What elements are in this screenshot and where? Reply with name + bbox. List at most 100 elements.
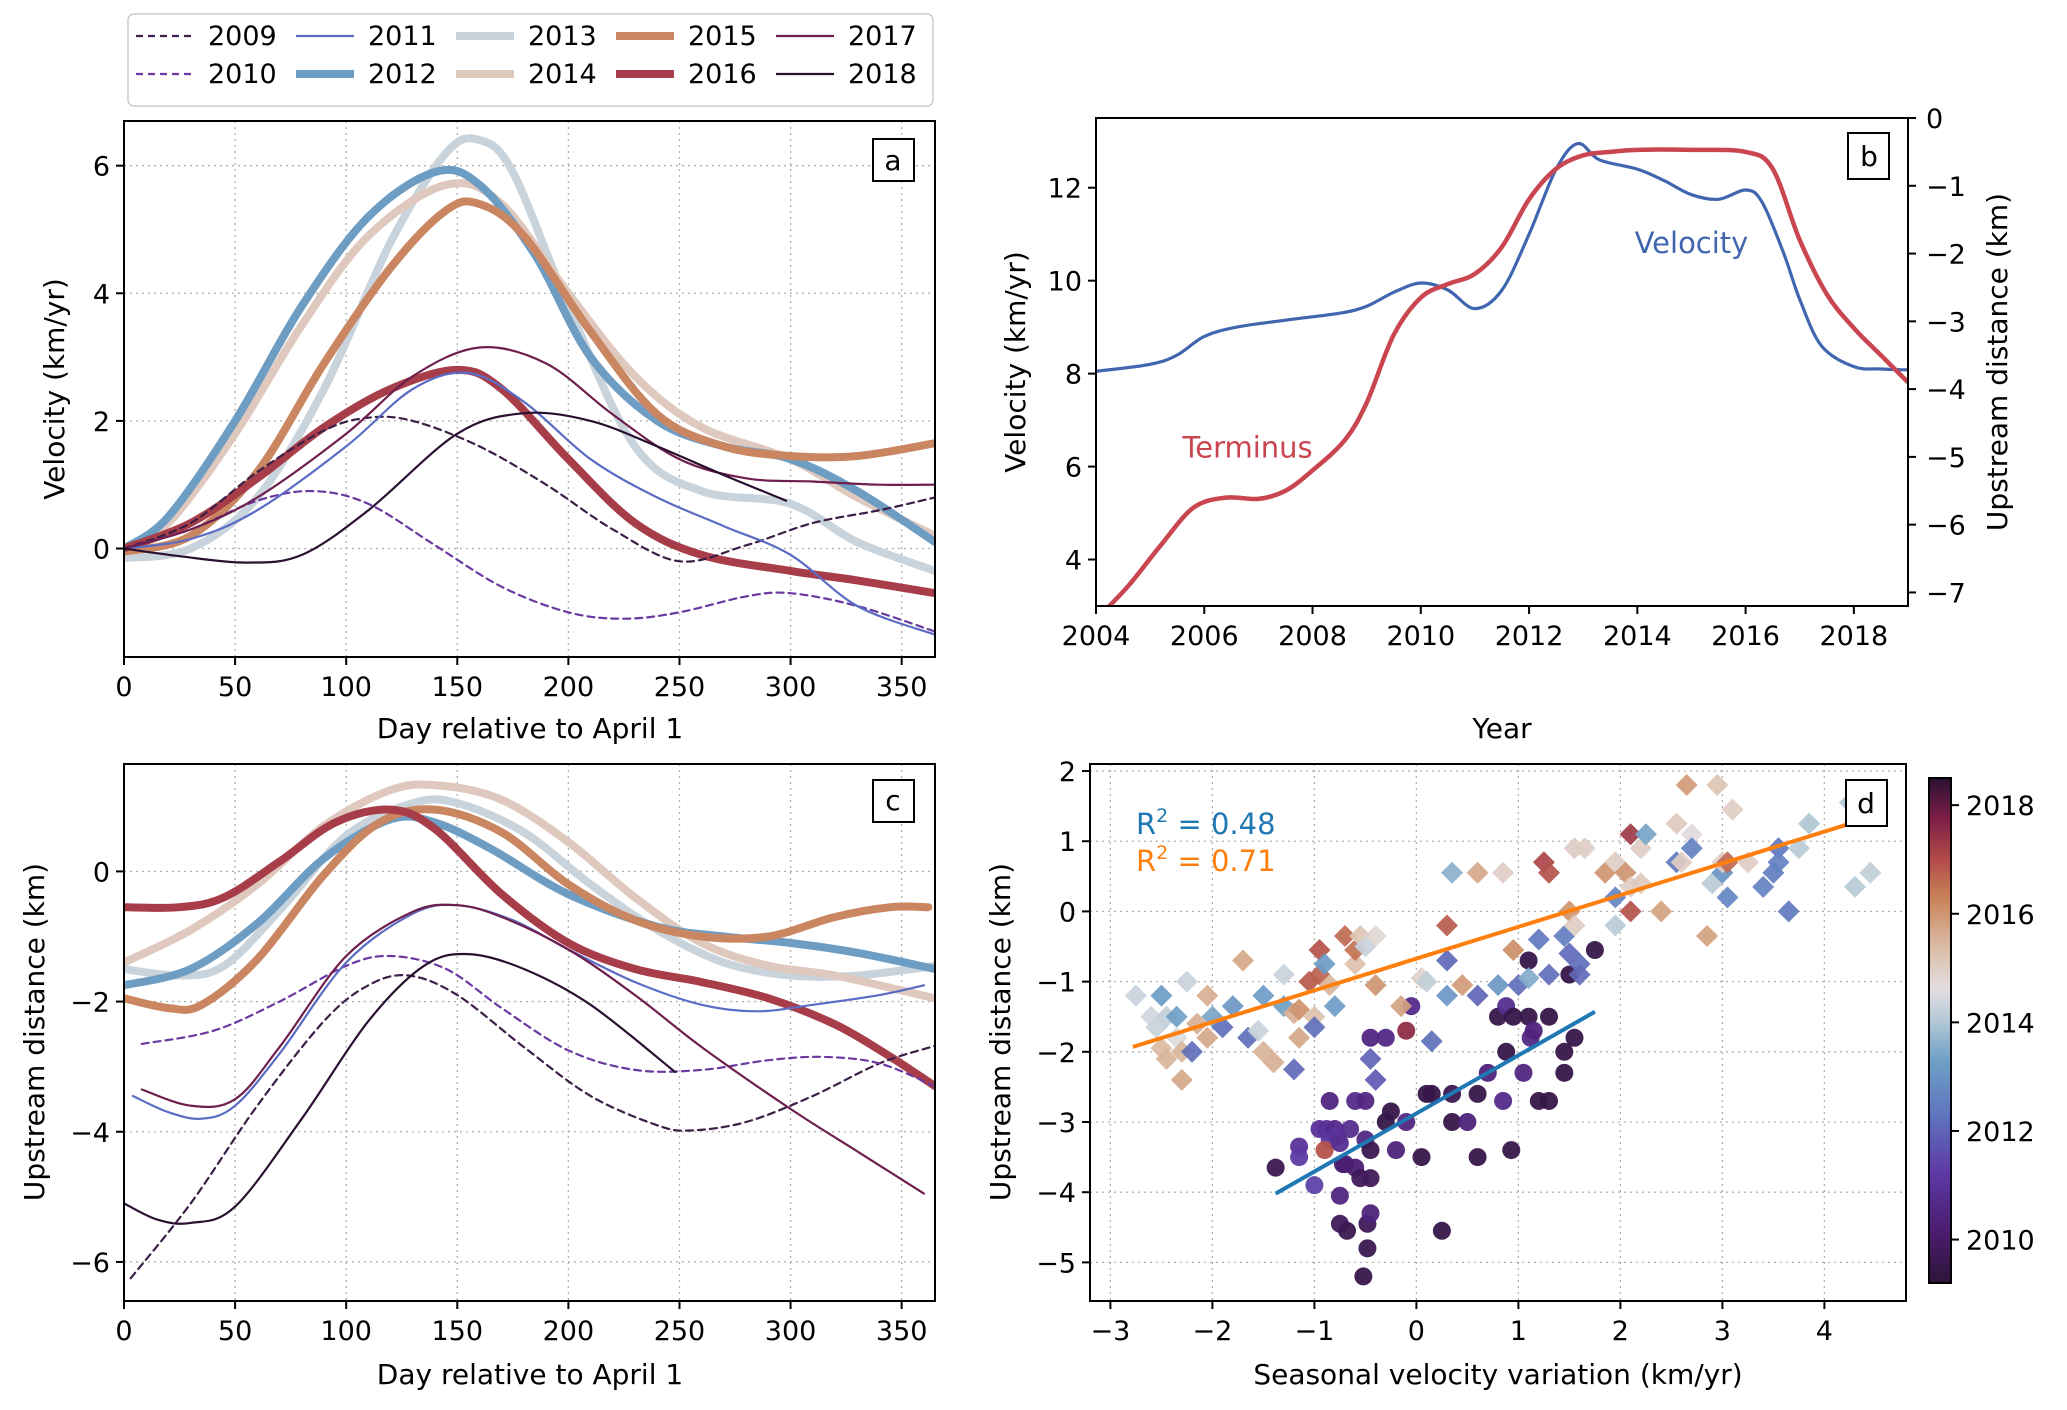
- scatter-point-diamond: [1170, 1068, 1193, 1091]
- scatter-point-diamond: [1619, 900, 1642, 923]
- b-annotation-terminus: Terminus: [1181, 430, 1312, 464]
- scatter-point-diamond: [1313, 953, 1336, 976]
- scatter-point-circle: [1432, 1221, 1451, 1240]
- y-tick-label: 6: [93, 152, 110, 183]
- a-series-2018: [124, 411, 788, 564]
- svg-text:R2 = 0.71: R2 = 0.71: [1136, 842, 1276, 878]
- scatter-point-circle: [1565, 1028, 1584, 1047]
- scatter-point-circle: [1412, 1148, 1431, 1167]
- scatter-point-diamond: [1150, 984, 1173, 1007]
- y-tick-label: −4: [70, 1118, 110, 1149]
- b-ylabel-right: Upstream distance (km): [1981, 193, 2014, 531]
- d-r2-annotation-orange: R2 = 0.71: [1136, 842, 1276, 878]
- b-ticks: 2004 2006 2008 2010 2012 2014 2016 2018 4 6 8 10 12 0…: [1048, 104, 1966, 652]
- c-panel-letter: c: [885, 784, 900, 817]
- scatter-point-circle: [1519, 1007, 1538, 1026]
- x-tick-label: −2: [1192, 1316, 1232, 1347]
- y-tick-label: 0: [93, 857, 110, 888]
- panel-b: 2004 2006 2008 2010 2012 2014 2016 2018 4 6 8 10 12 0…: [999, 104, 2014, 745]
- x-tick-label: 2012: [1495, 621, 1564, 652]
- y-tick-label: 4: [93, 279, 110, 310]
- scatter-point-diamond: [1619, 823, 1642, 846]
- scatter-point-diamond: [1211, 1016, 1234, 1039]
- d-r2-blue-value: = 0.48: [1168, 807, 1275, 841]
- scatter-point-diamond: [1221, 995, 1244, 1018]
- y-right-tick-label: −1: [1926, 172, 1966, 203]
- x-tick-label: 100: [320, 1316, 372, 1347]
- a-series-2011: [124, 371, 935, 636]
- scatter-point-circle: [1290, 1148, 1309, 1167]
- legend-label-2011: 2011: [368, 21, 437, 52]
- a-panel-letter-box: a: [872, 138, 915, 182]
- scatter-point-diamond: [1650, 900, 1673, 923]
- colorbar-tick-label: 2018: [1966, 791, 2035, 822]
- a-ticks: 0 50 100 150 200 250 300 350 0 2 4 6: [93, 152, 928, 703]
- a-panel-letter: a: [884, 144, 901, 177]
- c-series-2017: [140, 903, 925, 1195]
- scatter-point-diamond: [1175, 970, 1198, 993]
- colorbar: 2010 2012 2014 2016 2018: [1928, 777, 2035, 1284]
- y-right-tick-label: −4: [1926, 375, 1966, 406]
- b-panel-letter-box: b: [1847, 132, 1890, 180]
- scatter-point-circle: [1555, 1063, 1574, 1082]
- d-fit-line-blue: [1274, 1010, 1596, 1196]
- x-tick-label: 250: [654, 672, 706, 703]
- scatter-point-circle: [1361, 1028, 1380, 1047]
- y-right-tick-label: −6: [1926, 511, 1966, 542]
- a-xlabel: Day relative to April 1: [377, 712, 683, 745]
- scatter-point-circle: [1330, 1134, 1349, 1153]
- x-tick-label: 4: [1816, 1316, 1833, 1347]
- a-series-2013: [124, 134, 935, 575]
- scatter-point-diamond: [1680, 837, 1703, 860]
- y-tick-label: −2: [1036, 1038, 1076, 1069]
- scatter-point-circle: [1305, 1176, 1324, 1195]
- scatter-point-diamond: [1563, 914, 1586, 937]
- c-series-2015: [124, 805, 933, 1014]
- scatter-point-diamond: [1466, 861, 1489, 884]
- scatter-point-diamond: [1502, 939, 1525, 962]
- scatter-point-diamond: [1517, 967, 1540, 990]
- panel-d: −3 −2 −1 0 1 2 3 4 −5 −4 −3 −2 −1 0 1 2 Seasonal veloci…: [984, 757, 2035, 1391]
- scatter-point-circle: [1376, 1028, 1395, 1047]
- scatter-point-circle: [1502, 1141, 1521, 1160]
- scatter-point-diamond: [1252, 984, 1275, 1007]
- y-tick-label: 10: [1048, 267, 1082, 298]
- d-r2-annotation-blue: R2 = 0.48: [1136, 805, 1276, 841]
- x-tick-label: 250: [654, 1316, 706, 1347]
- scatter-point-diamond: [1288, 998, 1311, 1021]
- c-ticks: 0 50 100 150 200 250 300 350 −6 −4 −2 0: [70, 857, 927, 1347]
- legend-label-2013: 2013: [528, 21, 597, 52]
- scatter-point-circle: [1494, 1091, 1513, 1110]
- scatter-point-diamond: [1675, 774, 1698, 797]
- panel-a: 0 50 100 150 200 250 300 350 0 2 4 6 Day relative t…: [38, 120, 936, 745]
- x-tick-label: 300: [765, 672, 817, 703]
- scatter-point-circle: [1330, 1186, 1349, 1205]
- scatter-point-circle: [1341, 1120, 1360, 1139]
- scatter-point-diamond: [1165, 1005, 1188, 1028]
- x-tick-label: 150: [432, 1316, 484, 1347]
- d-fit-lines: [1132, 821, 1851, 1196]
- y-tick-label: 8: [1065, 360, 1082, 391]
- scatter-point-diamond: [1436, 949, 1458, 972]
- y-tick-label: −5: [1036, 1248, 1076, 1279]
- scatter-point-diamond: [1364, 1068, 1387, 1091]
- x-tick-label: 150: [432, 672, 484, 703]
- c-frame: [123, 763, 936, 1302]
- scatter-point-diamond: [1247, 1019, 1270, 1042]
- legend-entries: 2009 2010 2011 2012 2013 2014 2015 2016 2017 2018: [136, 21, 917, 90]
- legend: 2009 2010 2011 2012 2013 2014 2015 2016 2017 2018: [127, 13, 934, 107]
- scatter-point-diamond: [1670, 851, 1693, 874]
- x-tick-label: 350: [876, 672, 928, 703]
- a-series-2015: [124, 197, 935, 556]
- c-xlabel: Day relative to April 1: [377, 1358, 683, 1391]
- scatter-point-circle: [1443, 1113, 1462, 1131]
- x-tick-label: 300: [765, 1316, 817, 1347]
- scatter-point-circle: [1361, 1169, 1380, 1188]
- scatter-point-circle: [1354, 1267, 1373, 1286]
- y-tick-label: 6: [1065, 453, 1082, 484]
- scatter-point-diamond: [1415, 970, 1438, 993]
- x-tick-label: 2010: [1386, 621, 1455, 652]
- scatter-point-diamond: [1634, 823, 1657, 846]
- colorbar-ticks: 2010 2012 2014 2016 2018: [1951, 791, 2035, 1257]
